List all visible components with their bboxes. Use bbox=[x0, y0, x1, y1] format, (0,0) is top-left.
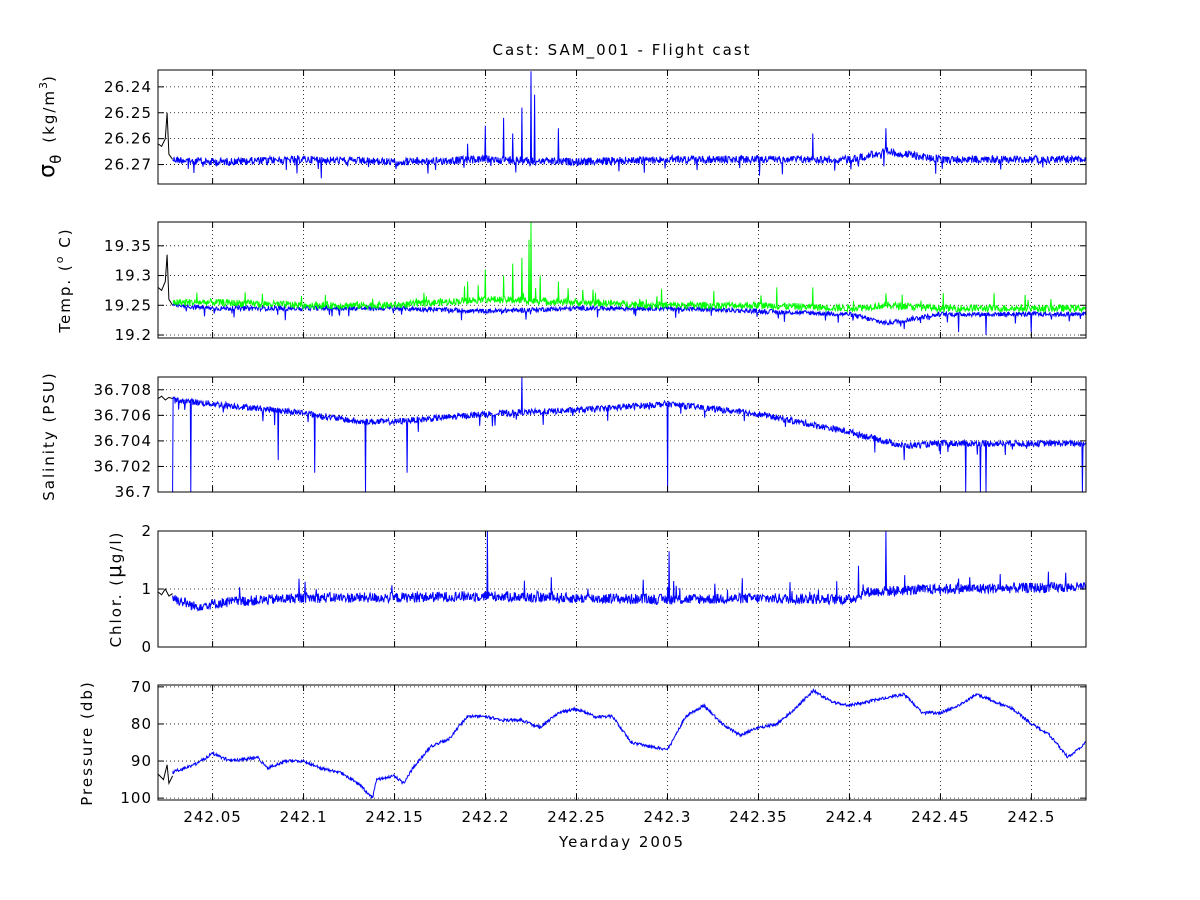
y-tick-label: 36.706 bbox=[94, 406, 153, 424]
sigma-label: σθ (kg/m3) bbox=[35, 74, 65, 178]
chlor-label-mu: μ bbox=[102, 563, 126, 578]
y-tick-label: 36.704 bbox=[94, 432, 153, 450]
temp-label-post: C) bbox=[56, 227, 74, 254]
plot-chlorophyll: 0 1 2 bbox=[141, 522, 1087, 656]
sigma-subscript: θ bbox=[47, 155, 65, 164]
panel-border bbox=[157, 69, 1087, 185]
chlor-label-post: g/l) bbox=[107, 531, 125, 564]
x-tick-label: 242.3 bbox=[644, 808, 692, 826]
panel-salinity: Salinity (PSU) bbox=[40, 371, 1087, 501]
panel-frame bbox=[157, 221, 1087, 339]
x-tick-label: 242.15 bbox=[365, 808, 424, 826]
y-axis-label-salinity: Salinity (PSU) bbox=[40, 371, 58, 501]
panel-frame bbox=[157, 69, 1087, 185]
panel-pressure: Pressure (db) bbox=[78, 680, 1087, 806]
y-tick-label: 26.24 bbox=[104, 78, 152, 96]
plot-layer: 26.24 26.25 26.26 26.27 19.2 19.25 19.3 19.35 36… bbox=[94, 69, 1087, 826]
panel-border bbox=[157, 376, 1087, 493]
y-tick-label: 2 bbox=[141, 522, 152, 540]
series-line-main bbox=[172, 71, 1086, 179]
panel-border bbox=[157, 221, 1087, 339]
y-tick-label: 36.702 bbox=[94, 457, 153, 475]
series-group bbox=[158, 222, 1086, 336]
series-line-main bbox=[172, 688, 1086, 799]
x-tick-label: 242.4 bbox=[825, 808, 873, 826]
y-tick-label: 70 bbox=[131, 678, 152, 696]
y-tick-label: 19.35 bbox=[104, 237, 152, 255]
panel-sigma-theta: σθ (kg/m3) bbox=[35, 69, 1087, 185]
panel-border bbox=[157, 684, 1087, 801]
y-tick-label: 90 bbox=[131, 752, 152, 770]
series-line-pre bbox=[158, 254, 174, 306]
y-tick-label: 26.26 bbox=[104, 130, 152, 148]
y-tick-label: 26.25 bbox=[104, 104, 152, 122]
series-group bbox=[158, 377, 1086, 492]
plot-salinity: 36.7 36.702 36.704 36.706 36.708 bbox=[94, 376, 1087, 501]
series-line-pre bbox=[158, 764, 174, 786]
plot-temperature: 19.2 19.25 19.3 19.35 bbox=[104, 221, 1087, 344]
x-tick-label: 242.45 bbox=[911, 808, 970, 826]
y-tick-label: 100 bbox=[120, 789, 152, 807]
y-tick-label: 19.25 bbox=[104, 296, 152, 314]
panel-temperature: Temp. (o C) bbox=[53, 221, 1087, 339]
x-tick-label: 242.35 bbox=[729, 808, 788, 826]
series-group bbox=[158, 531, 1086, 612]
x-tick-label: 242.1 bbox=[280, 808, 328, 826]
x-axis-label: Yearday 2005 bbox=[558, 833, 685, 851]
y-tick-label: 19.3 bbox=[115, 267, 152, 285]
x-tick-label: 242.5 bbox=[1007, 808, 1055, 826]
chlor-label-pre: Chlor. ( bbox=[107, 578, 125, 648]
plot-pressure: 242.05 242.1 242.15 242.2 242.25 242.3 242.35 2… bbox=[120, 678, 1087, 826]
y-tick-label: 26.27 bbox=[104, 156, 152, 174]
x-tick-label: 242.25 bbox=[547, 808, 606, 826]
sigma-unit: (kg/m bbox=[40, 89, 58, 143]
sigma-unit-close: ) bbox=[40, 74, 58, 82]
plot-sigma-theta: 26.24 26.25 26.26 26.27 bbox=[104, 69, 1087, 185]
sigma-unit-sup: 3 bbox=[37, 82, 50, 89]
series-line-pre bbox=[158, 112, 174, 160]
y-tick-label: 1 bbox=[141, 580, 152, 598]
series-line-pre bbox=[158, 395, 173, 401]
series-line-pre bbox=[158, 587, 173, 597]
figure-title: Cast: SAM_001 - Flight cast bbox=[492, 41, 751, 60]
x-tick-label: 242.05 bbox=[183, 808, 242, 826]
temperature-label: Temp. (o C) bbox=[53, 227, 74, 333]
series-line-main bbox=[172, 531, 1086, 612]
series-line-main bbox=[172, 377, 1086, 492]
x-tick-label: 242.2 bbox=[462, 808, 510, 826]
y-axis-label-temperature: Temp. (o C) bbox=[53, 227, 74, 333]
sigma-symbol: σ bbox=[35, 164, 60, 178]
panel-frame bbox=[157, 684, 1087, 801]
y-tick-label: 36.708 bbox=[94, 381, 153, 399]
y-axis-label-pressure: Pressure (db) bbox=[78, 680, 96, 806]
series-group bbox=[158, 71, 1086, 179]
y-tick-label: 19.2 bbox=[115, 326, 152, 344]
series-group bbox=[158, 688, 1086, 799]
y-tick-label: 0 bbox=[141, 638, 152, 656]
series-line-main bbox=[172, 301, 1086, 336]
y-axis-label-chlorophyll: Chlor. (μg/l) bbox=[102, 531, 126, 648]
panel-frame bbox=[157, 376, 1087, 493]
y-tick-label: 80 bbox=[131, 715, 152, 733]
y-tick-label: 36.7 bbox=[115, 483, 152, 501]
temp-label-sup: o bbox=[53, 254, 66, 263]
series-line-secondary bbox=[172, 222, 1086, 314]
panel-border bbox=[157, 530, 1087, 648]
y-axis-label-sigma: σθ (kg/m3) bbox=[35, 74, 65, 178]
temp-label-pre: Temp. ( bbox=[56, 263, 74, 333]
chlorophyll-label: Chlor. (μg/l) bbox=[102, 531, 126, 648]
